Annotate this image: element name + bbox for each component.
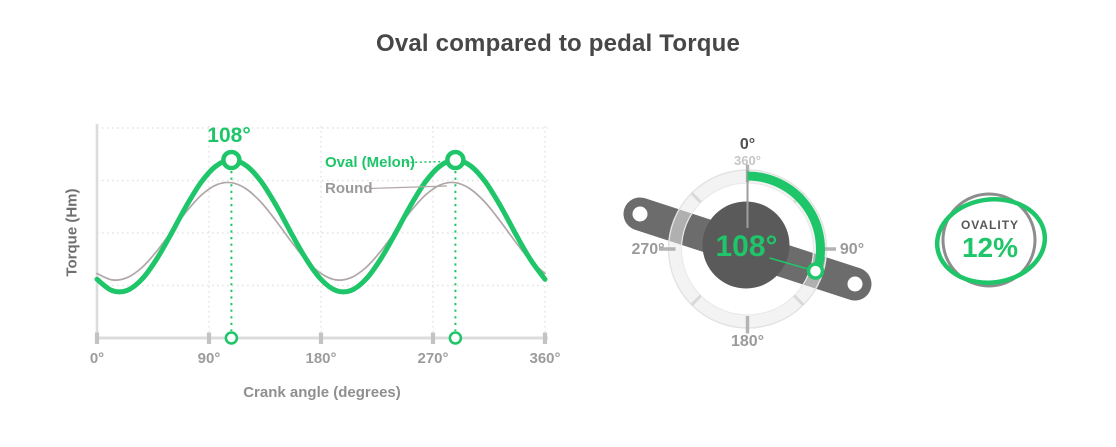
peak-marker	[445, 149, 466, 171]
dial-minor-tick-225	[690, 294, 702, 306]
legend-connectors	[368, 160, 449, 190]
crank-dial	[623, 164, 872, 334]
y-axis-title: Torque (Hm)	[63, 188, 81, 277]
page-title: Oval compared to pedal Torque	[375, 30, 741, 57]
dial-label-180: 180°	[730, 333, 765, 350]
dial-label-360: 360°	[734, 153, 761, 168]
hub-circle	[702, 201, 790, 289]
dial-minor-tick-315	[690, 192, 702, 204]
pedal-hole-right	[847, 276, 863, 292]
chart-peak-angle-label: 108°	[207, 124, 251, 147]
dial-arc	[747, 171, 825, 273]
ovality-value: 12%	[961, 232, 1019, 263]
peak-marker	[221, 149, 242, 171]
x-tick-label-270: 270°	[417, 350, 449, 367]
dial-label-270: 270°	[631, 241, 665, 258]
x-tick-label-360: 360°	[529, 350, 561, 367]
dial-angle-arc	[747, 171, 825, 280]
legend-label-oval: Oval (Melon)	[325, 154, 416, 171]
axis-marker	[448, 331, 463, 345]
x-axis-title: Crank angle (degrees)	[243, 384, 401, 401]
dial-angle-marker	[806, 262, 825, 280]
dial-value: 108°	[715, 230, 778, 263]
torque-curves	[94, 157, 548, 295]
peak-markers	[221, 149, 466, 345]
legend-label-round: Round	[325, 180, 373, 197]
round-ring-shape	[941, 192, 1037, 288]
dial-label-90: 90°	[839, 241, 865, 258]
dial-label-0: 0°	[739, 136, 756, 153]
ovality-figure	[934, 192, 1048, 288]
x-tick-label-90: 90°	[197, 350, 221, 367]
torque-chart-grid	[97, 126, 548, 332]
pedal-hole-left	[632, 206, 648, 222]
torque-chart-axes	[94, 124, 548, 344]
dial-minor-tick-135	[793, 294, 805, 306]
x-tick-label-0: 0°	[89, 350, 105, 367]
axis-marker	[224, 331, 239, 345]
ovality-label: OVALITY	[960, 218, 1020, 232]
legend-connector-round	[368, 185, 448, 190]
oval-ring-shape	[934, 197, 1048, 285]
x-tick-label-180: 180°	[305, 350, 337, 367]
curve-oval	[94, 157, 548, 295]
